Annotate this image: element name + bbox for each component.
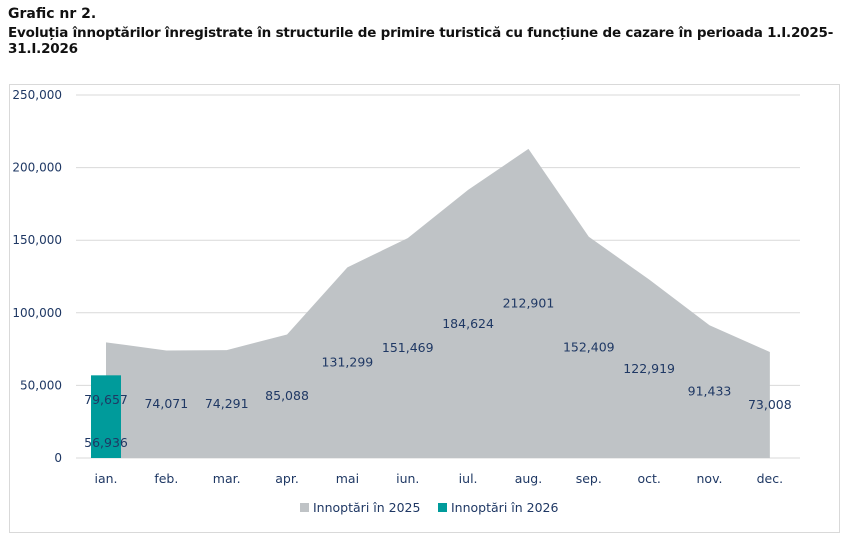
data-label-2025: 122,919 <box>623 361 675 376</box>
bar-2026-0 <box>91 375 121 458</box>
y-tick-label: 250,000 <box>12 88 62 102</box>
x-tick-label: oct. <box>637 471 660 486</box>
x-tick-label: nov. <box>697 471 723 486</box>
legend-label-2026: Innoptări în 2026 <box>451 500 558 515</box>
y-tick-label: 100,000 <box>12 306 62 320</box>
data-label-2025: 184,624 <box>442 316 494 331</box>
x-tick-label: mai <box>336 471 359 486</box>
chart-title: Evoluția înnoptărilor înregistrate în st… <box>8 25 834 57</box>
data-label-2026: 56,936 <box>84 435 128 450</box>
x-tick-label: iul. <box>459 471 478 486</box>
data-label-2025: 212,901 <box>503 295 555 310</box>
y-tick-label: 200,000 <box>12 161 62 175</box>
chart-label: Grafic nr 2. <box>8 6 97 22</box>
area-series-2025 <box>106 148 770 459</box>
data-label-2025: 85,088 <box>265 388 309 403</box>
x-tick-label: apr. <box>275 471 299 486</box>
data-label-2025: 131,299 <box>322 355 374 370</box>
legend-label-2025: Innoptări în 2025 <box>313 500 420 515</box>
data-label-2025: 73,008 <box>748 397 792 412</box>
x-tick-label: feb. <box>154 471 178 486</box>
legend-swatch-2026 <box>438 503 447 512</box>
x-tick-label: aug. <box>515 471 543 486</box>
y-tick-label: 0 <box>54 451 62 465</box>
x-tick-label: sep. <box>576 471 602 486</box>
data-label-2025: 74,071 <box>144 396 188 411</box>
y-tick-label: 50,000 <box>20 378 62 392</box>
legend-swatch-2025 <box>300 503 309 512</box>
data-label-2025: 79,657 <box>84 392 128 407</box>
data-label-2025: 151,469 <box>382 340 434 355</box>
y-tick-label: 150,000 <box>12 233 62 247</box>
chart-frame <box>9 84 840 533</box>
data-label-2025: 74,291 <box>205 396 249 411</box>
data-label-2025: 91,433 <box>688 384 732 399</box>
x-tick-label: dec. <box>757 471 783 486</box>
data-label-2025: 152,409 <box>563 339 615 354</box>
x-tick-label: mar. <box>213 471 241 486</box>
x-tick-label: iun. <box>396 471 419 486</box>
x-tick-label: ian. <box>94 471 117 486</box>
